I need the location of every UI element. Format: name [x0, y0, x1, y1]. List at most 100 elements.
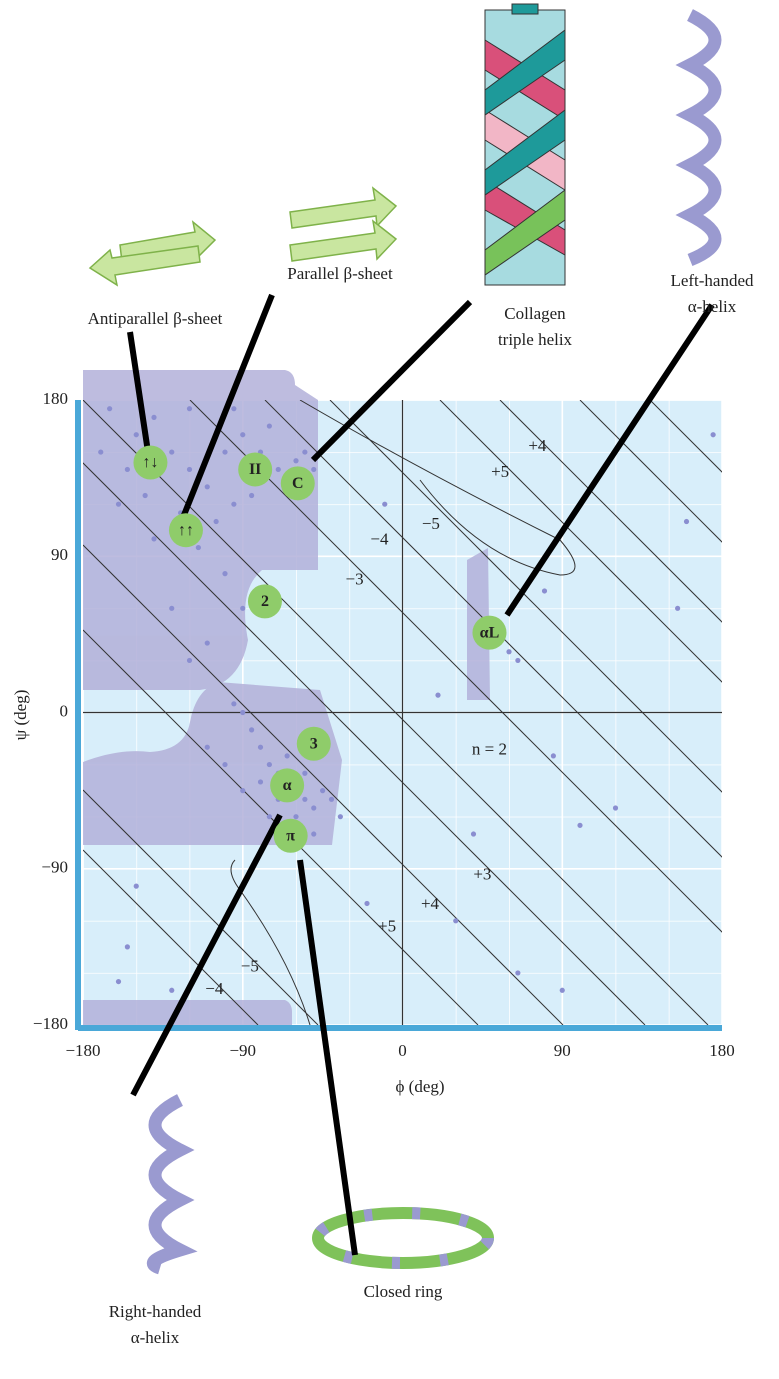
- point: [515, 970, 520, 975]
- contour-label: −5: [241, 957, 259, 976]
- point: [222, 571, 227, 576]
- point: [613, 805, 618, 810]
- x-tick-label: 180: [709, 1041, 735, 1060]
- point: [187, 406, 192, 411]
- region-marker-label: ↑↓: [142, 454, 158, 471]
- point: [364, 901, 369, 906]
- point: [249, 727, 254, 732]
- point: [169, 606, 174, 611]
- point: [551, 753, 556, 758]
- x-tick-label: 90: [554, 1041, 571, 1060]
- region-marker-label: ↑↑: [178, 522, 194, 539]
- point: [231, 701, 236, 706]
- point: [311, 831, 316, 836]
- point: [240, 788, 245, 793]
- point: [577, 823, 582, 828]
- y-tick-label: 0: [60, 701, 69, 720]
- contour-label: −3: [346, 569, 364, 588]
- y-axis-label: ψ (deg): [11, 690, 30, 741]
- point: [453, 918, 458, 923]
- y-tick-label: 180: [43, 389, 69, 408]
- point: [240, 432, 245, 437]
- point: [116, 979, 121, 984]
- callout-label: α-helix: [688, 297, 737, 316]
- x-tick-label: −180: [65, 1041, 100, 1060]
- region-marker-label: C: [292, 475, 304, 492]
- point: [187, 467, 192, 472]
- point: [285, 753, 290, 758]
- point: [267, 762, 272, 767]
- closed-ring-illustration: [318, 1213, 488, 1263]
- contour-label: +5: [491, 462, 509, 481]
- contour-label: n = 2: [472, 740, 507, 759]
- point: [258, 745, 263, 750]
- point: [329, 797, 334, 802]
- point: [506, 649, 511, 654]
- region-marker-label: αL: [480, 624, 500, 641]
- point: [107, 406, 112, 411]
- contour-label: +4: [528, 436, 547, 455]
- contour-label: +3: [473, 865, 491, 884]
- point: [231, 502, 236, 507]
- point: [560, 988, 565, 993]
- point: [187, 658, 192, 663]
- y-tick-label: 90: [51, 545, 68, 564]
- point: [205, 484, 210, 489]
- x-axis-label: ϕ (deg): [395, 1077, 444, 1096]
- point: [338, 814, 343, 819]
- point: [151, 415, 156, 420]
- contour-label: −5: [422, 514, 440, 533]
- point: [134, 432, 139, 437]
- x-tick-label: 0: [398, 1041, 407, 1060]
- point: [684, 519, 689, 524]
- point: [302, 449, 307, 454]
- point: [267, 814, 272, 819]
- callout-label: Antiparallel β-sheet: [88, 309, 223, 328]
- point: [143, 493, 148, 498]
- point: [311, 467, 316, 472]
- point: [98, 449, 103, 454]
- point: [134, 884, 139, 889]
- point: [205, 640, 210, 645]
- callout-label: triple helix: [498, 330, 573, 349]
- region-marker-label: II: [249, 461, 261, 478]
- point: [515, 658, 520, 663]
- point: [711, 432, 716, 437]
- antiparallel-illustration: [90, 222, 215, 285]
- point: [382, 502, 387, 507]
- point: [675, 606, 680, 611]
- point: [276, 467, 281, 472]
- callout-label: Closed ring: [364, 1282, 443, 1301]
- region-marker-label: π: [286, 827, 295, 844]
- point: [240, 606, 245, 611]
- point: [240, 710, 245, 715]
- chart: ϕ (deg) ψ (deg) ↑↓↑↑IIC2αL3απ +4+5−: [0, 0, 779, 1379]
- x-tick-label: −90: [229, 1041, 256, 1060]
- point: [320, 788, 325, 793]
- point: [125, 467, 130, 472]
- point: [249, 493, 254, 498]
- region-marker-label: α: [283, 777, 292, 794]
- parallel-illustration: [290, 188, 396, 261]
- callout-label: Collagen: [504, 304, 566, 323]
- y-tick-label: −180: [33, 1014, 68, 1033]
- contour-label: +5: [378, 917, 396, 936]
- point: [471, 831, 476, 836]
- point: [293, 458, 298, 463]
- region-marker-label: 3: [310, 735, 318, 752]
- callout-label: Right-handed: [109, 1302, 202, 1321]
- point: [222, 762, 227, 767]
- point: [293, 814, 298, 819]
- point: [302, 797, 307, 802]
- point: [542, 588, 547, 593]
- point: [258, 779, 263, 784]
- callout-label: Parallel β-sheet: [287, 264, 393, 283]
- point: [151, 536, 156, 541]
- callout-label: α-helix: [131, 1328, 180, 1347]
- contour-label: +4: [421, 894, 440, 913]
- point: [169, 449, 174, 454]
- point: [267, 423, 272, 428]
- point: [169, 988, 174, 993]
- collagen-illustration: [485, 4, 565, 285]
- point: [435, 693, 440, 698]
